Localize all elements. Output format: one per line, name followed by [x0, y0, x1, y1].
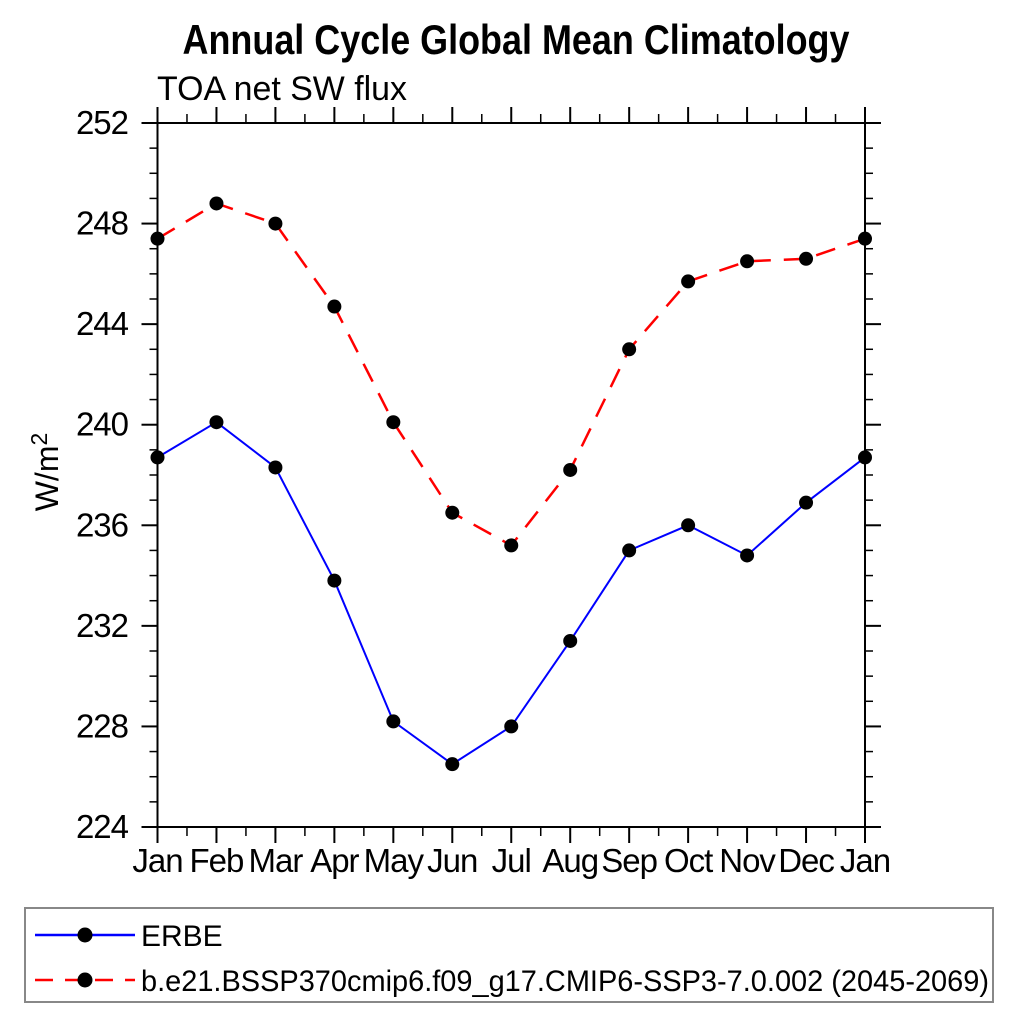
- y-axis-tick-label: 228: [76, 707, 128, 744]
- x-axis-tick-label: Jun: [427, 842, 477, 879]
- y-axis-tick-label: 244: [76, 305, 129, 342]
- data-point-erbe-jun-5: [445, 757, 460, 772]
- x-axis-tick-label: Feb: [190, 842, 244, 879]
- data-point-erbe-dec-11: [799, 495, 814, 510]
- data-point-erbe-may-4: [386, 714, 401, 729]
- x-axis-tick-label: Jan: [840, 842, 890, 879]
- legend: ERBE b.e21.BSSP370cmip6.f09_g17.CMIP6-SS…: [24, 907, 994, 1003]
- data-point-erbe-apr-3: [327, 573, 342, 588]
- data-point-erbe-mar-2: [268, 460, 283, 475]
- x-axis-tick-label: Nov: [719, 842, 776, 879]
- x-axis-tick-label: Aug: [542, 842, 598, 879]
- x-axis-tick-label: Jul: [492, 842, 531, 879]
- data-point-erbe-sep-8: [622, 543, 637, 558]
- data-point-erbe-jan-12: [858, 450, 872, 465]
- y-axis-tick-label: 252: [76, 104, 128, 141]
- data-point-model-aug-7: [563, 462, 578, 477]
- data-point-model-jun-5: [445, 505, 460, 520]
- data-point-erbe-nov-10: [740, 548, 755, 563]
- data-point-model-nov-10: [740, 254, 755, 269]
- data-point-model-may-4: [386, 415, 401, 430]
- x-axis-tick-label: May: [364, 842, 425, 879]
- data-point-erbe-jan-0: [150, 450, 165, 465]
- x-axis-tick-label: Sep: [601, 842, 657, 879]
- y-axis-label: W/m2: [26, 433, 65, 512]
- x-axis-tick-label: Jan: [132, 842, 182, 879]
- series-line-erbe: [156, 420, 866, 766]
- data-point-model-feb-1: [209, 196, 224, 211]
- data-point-model-sep-8: [622, 342, 637, 357]
- data-point-erbe-aug-7: [563, 633, 578, 648]
- chart-title: Annual Cycle Global Mean Climatology: [183, 16, 851, 63]
- chart-subtitle: TOA net SW flux: [157, 70, 407, 108]
- legend-box: [24, 907, 994, 1003]
- y-axis-tick-label: 240: [76, 406, 129, 443]
- plot-area: [150, 196, 872, 772]
- legend-marker-erbe: [77, 927, 93, 943]
- data-point-model-apr-3: [327, 299, 342, 314]
- data-point-erbe-feb-1: [209, 415, 224, 430]
- y-axis-tick-label: 224: [76, 808, 129, 845]
- y-axis-tick-label: 232: [76, 607, 128, 644]
- data-point-model-oct-9: [681, 274, 696, 289]
- series-line-model: [156, 202, 866, 548]
- x-axis-tick-label: Apr: [310, 842, 359, 879]
- y-axis-tick-label: 248: [76, 205, 128, 242]
- x-axis-tick-label: Dec: [778, 842, 834, 879]
- legend-label-erbe: ERBE: [141, 920, 223, 953]
- data-point-erbe-oct-9: [681, 518, 696, 533]
- data-point-erbe-jul-6: [504, 719, 519, 734]
- x-axis-tick-label: Oct: [664, 842, 713, 879]
- data-point-model-jan-12: [858, 231, 872, 246]
- data-point-model-jan-0: [150, 231, 165, 246]
- legend-label-model: b.e21.BSSP370cmip6.f09_g17.CMIP6-SSP3-7.…: [141, 965, 989, 998]
- data-point-model-jul-6: [504, 538, 519, 553]
- legend-marker-model: [77, 972, 93, 988]
- data-point-model-mar-2: [268, 216, 283, 231]
- x-axis-tick-label: Mar: [248, 842, 303, 879]
- data-point-model-dec-11: [799, 251, 814, 266]
- y-axis-tick-label: 236: [76, 506, 128, 543]
